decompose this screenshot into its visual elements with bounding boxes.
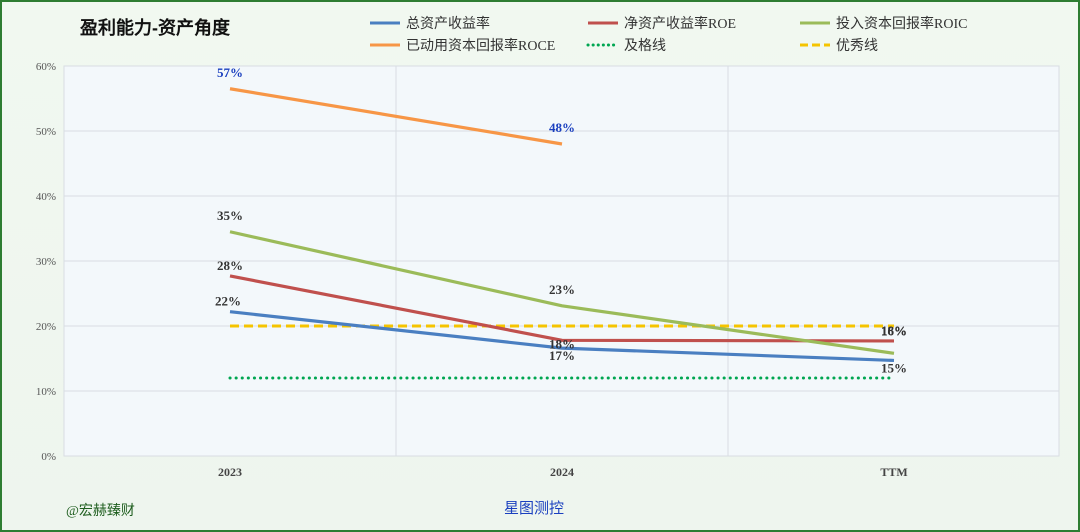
data-label: 57%: [217, 65, 243, 80]
author-watermark: @宏赫臻财: [66, 504, 135, 519]
legend-label: 总资产收益率: [406, 15, 490, 32]
legend-label: 投入资本回报率ROIC: [836, 15, 967, 32]
x-tick-label: 2024: [550, 465, 574, 479]
data-label: 15%: [881, 360, 907, 375]
legend-label: 及格线: [624, 38, 666, 54]
series-line: [229, 274, 895, 343]
data-label: 18%: [549, 336, 575, 351]
y-tick-label: 40%: [36, 191, 56, 203]
chart-title: 盈利能力-资产角度: [80, 18, 230, 38]
series-line: [229, 230, 895, 355]
data-label: 22%: [215, 294, 241, 309]
y-tick-label: 30%: [36, 256, 56, 268]
data-label: 16%: [881, 323, 907, 338]
data-label: 23%: [549, 282, 575, 297]
y-tick-label: 10%: [36, 386, 56, 398]
x-tick-label: 2023: [218, 465, 242, 479]
y-tick-label: 20%: [36, 321, 56, 333]
x-tick-label: TTM: [880, 465, 907, 479]
data-label: 48%: [549, 120, 575, 135]
series-line: [229, 310, 895, 363]
data-label: 18%: [881, 323, 907, 338]
legend-label: 优秀线: [836, 38, 878, 54]
legend-label: 净资产收益率ROE: [624, 15, 736, 32]
y-tick-label: 60%: [36, 61, 56, 73]
data-label: 17%: [549, 348, 575, 363]
data-label: 35%: [217, 208, 243, 223]
y-tick-label: 0%: [41, 451, 56, 463]
y-tick-label: 50%: [36, 126, 56, 138]
source-label: 星图测控: [504, 501, 565, 517]
series-line: [229, 87, 563, 146]
legend-label: 已动用资本回报率ROCE: [406, 37, 555, 54]
data-label: 28%: [217, 258, 243, 273]
